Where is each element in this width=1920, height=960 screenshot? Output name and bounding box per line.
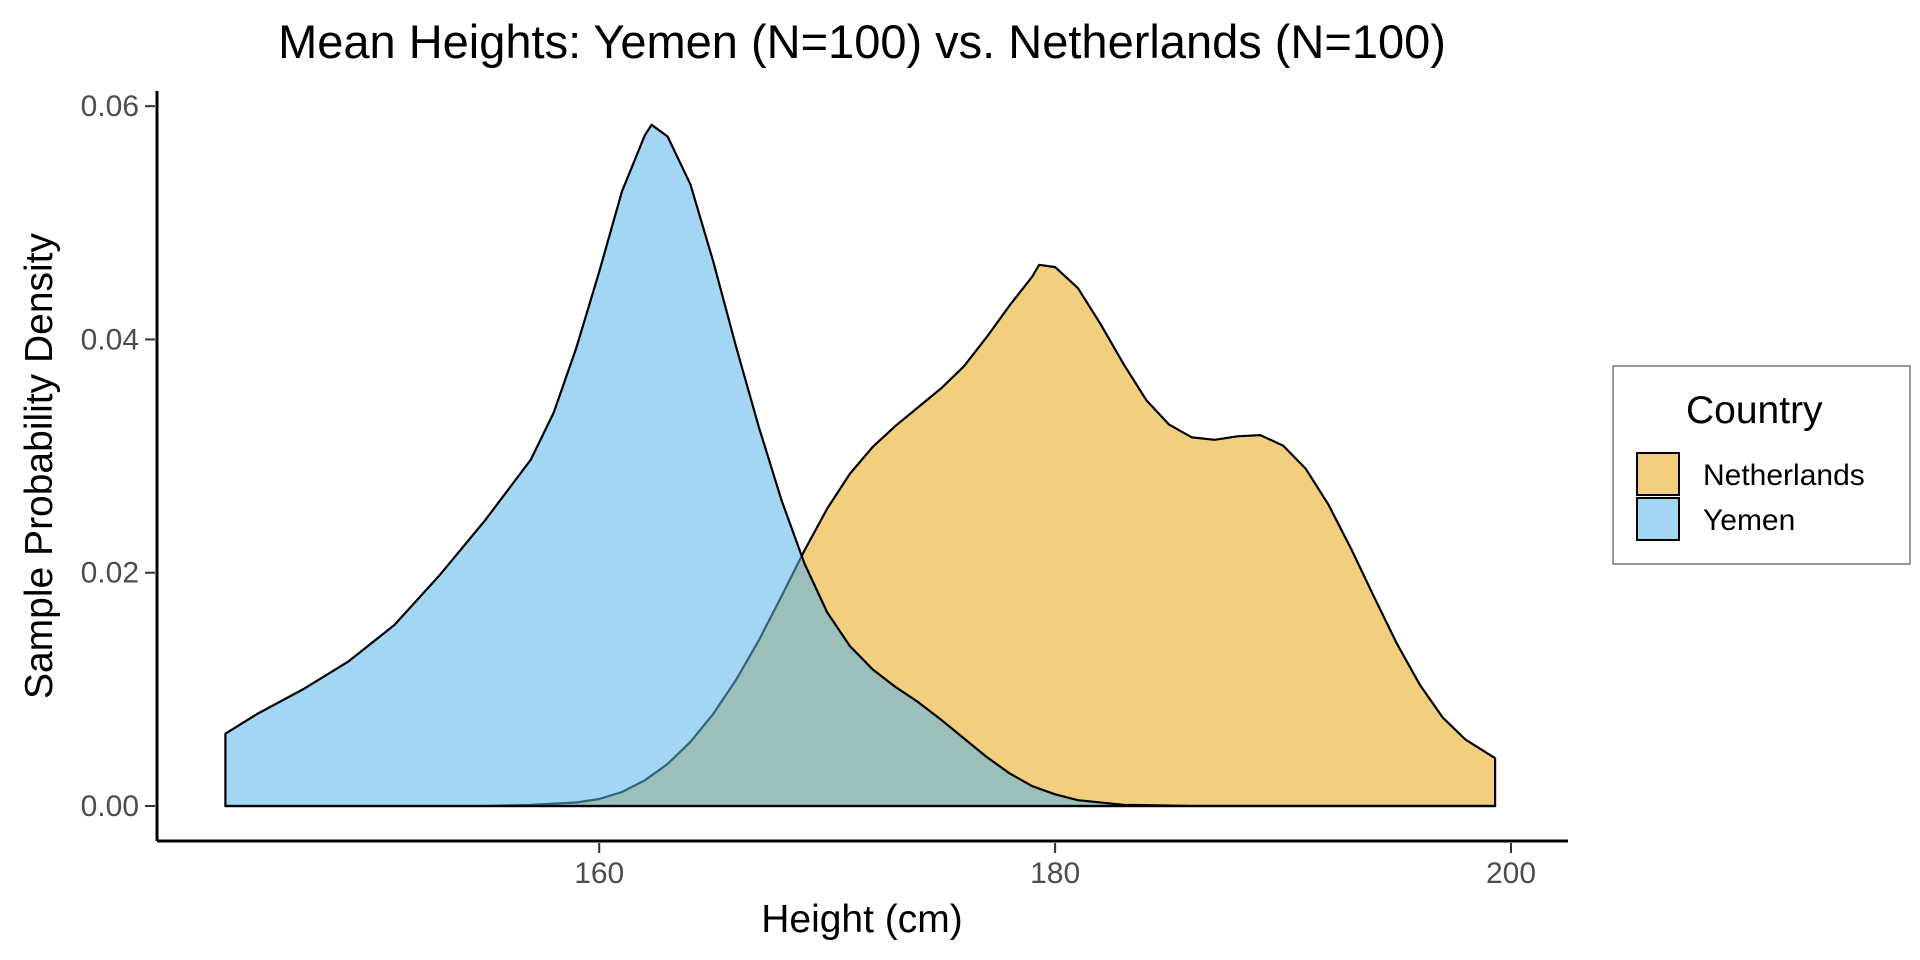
- chart-title: Mean Heights: Yemen (N=100) vs. Netherla…: [278, 15, 1446, 68]
- density-area-yemen: [224, 123, 1497, 808]
- legend: Country Netherlands Yemen: [1612, 365, 1911, 565]
- y-tick-label: 0.04: [81, 323, 139, 356]
- legend-entries: Netherlands Yemen: [1636, 452, 1865, 541]
- y-tick-label: 0.00: [81, 790, 139, 823]
- plot-area: [224, 123, 1497, 808]
- legend-key-yemen: [1636, 497, 1680, 541]
- y-axis-ticks: 0.00 0.02 0.04 0.06: [81, 90, 155, 823]
- y-tick-label: 0.02: [81, 557, 139, 590]
- y-axis-title: Sample Probability Density: [18, 232, 61, 699]
- x-tick-label: 160: [574, 857, 624, 890]
- legend-label: Yemen: [1703, 504, 1795, 537]
- legend-title: Country: [1686, 389, 1823, 432]
- x-axis-title: Height (cm): [761, 898, 963, 941]
- x-axis-ticks: 160 180 200: [574, 843, 1536, 890]
- x-tick-label: 180: [1030, 857, 1080, 890]
- legend-key-netherlands: [1636, 452, 1680, 496]
- series-layer: [224, 123, 1497, 808]
- x-tick-label: 200: [1486, 857, 1536, 890]
- y-tick-label: 0.06: [81, 90, 139, 123]
- legend-label: Netherlands: [1703, 459, 1865, 492]
